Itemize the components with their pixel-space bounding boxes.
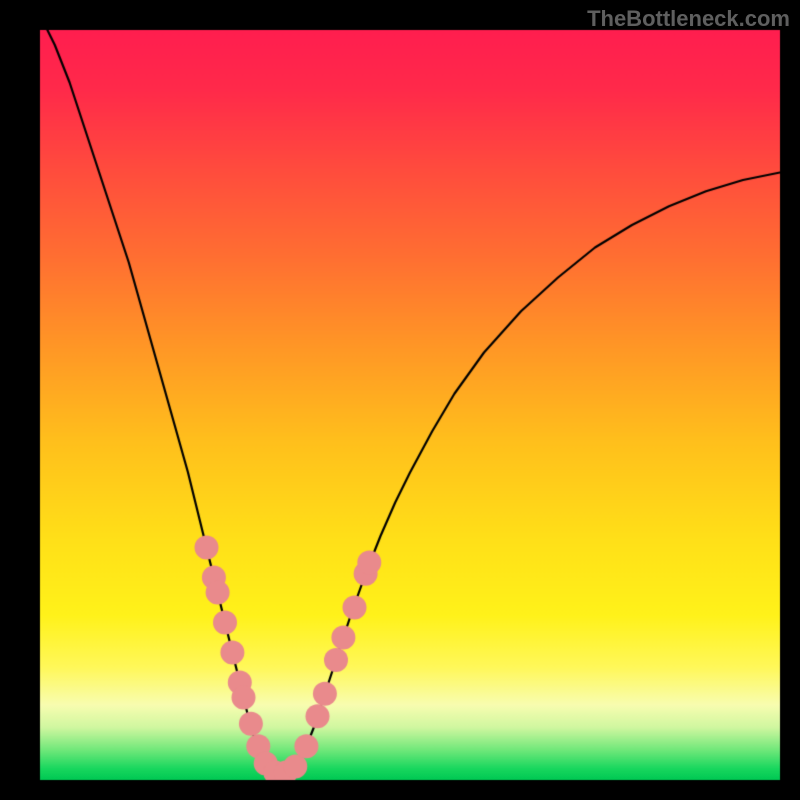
bottleneck-curve-chart bbox=[0, 0, 800, 800]
watermark-label: TheBottleneck.com bbox=[587, 6, 790, 32]
chart-stage: TheBottleneck.com bbox=[0, 0, 800, 800]
